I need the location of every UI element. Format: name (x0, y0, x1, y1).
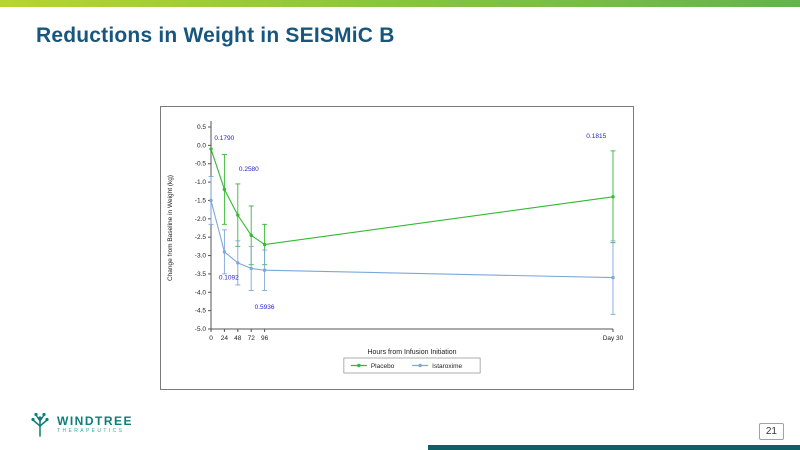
svg-text:0.5: 0.5 (197, 124, 206, 131)
svg-text:Hours from Infusion Initiation: Hours from Infusion Initiation (367, 349, 456, 356)
svg-text:0.2580: 0.2580 (239, 166, 259, 173)
svg-text:96: 96 (261, 335, 269, 342)
svg-text:-5.0: -5.0 (195, 326, 207, 333)
svg-text:-1.5: -1.5 (195, 197, 207, 204)
svg-text:Istaroxime: Istaroxime (432, 363, 462, 370)
logo-wordmark: WINDTREE (57, 414, 133, 429)
weight-chart-frame: 0.5 0.0 -0.5 -1.0 -1.5 -2.0 -2.5 -3.0 -3.5 -4.0 -4… (160, 106, 634, 390)
svg-text:72: 72 (248, 335, 256, 342)
svg-text:-4.5: -4.5 (195, 308, 207, 315)
top-accent-bar (0, 0, 800, 7)
windtree-logo: WINDTREE THERAPEUTICS (28, 412, 133, 438)
svg-text:24: 24 (221, 335, 229, 342)
svg-text:-2.5: -2.5 (195, 234, 207, 241)
logo-subtitle: THERAPEUTICS (57, 428, 125, 435)
svg-text:-1.0: -1.0 (195, 179, 207, 186)
page-title: Reductions in Weight in SEISMiC B (36, 24, 395, 47)
svg-text:-4.0: -4.0 (195, 289, 207, 296)
svg-text:0.0: 0.0 (197, 142, 206, 149)
svg-text:Day 30: Day 30 (603, 335, 624, 342)
svg-text:Placebo: Placebo (371, 363, 395, 370)
bottom-accent-bar (428, 445, 800, 450)
svg-text:-3.5: -3.5 (195, 271, 207, 278)
svg-text:0.1790: 0.1790 (214, 135, 234, 142)
page-number-badge: 21 (758, 423, 784, 440)
svg-text:0.1815: 0.1815 (586, 133, 606, 140)
svg-text:0: 0 (209, 335, 213, 342)
svg-text:-2.0: -2.0 (195, 216, 207, 223)
windtree-tree-icon (31, 412, 49, 437)
svg-text:-0.5: -0.5 (195, 161, 207, 168)
svg-text:-3.0: -3.0 (195, 253, 207, 260)
weight-chart: 0.5 0.0 -0.5 -1.0 -1.5 -2.0 -2.5 -3.0 -3.5 -4.0 -4… (167, 121, 624, 374)
svg-text:0.5936: 0.5936 (255, 304, 275, 311)
svg-text:Change from Baseline in Weight: Change from Baseline in Weight (kg) (167, 175, 174, 281)
svg-text:48: 48 (234, 335, 242, 342)
svg-text:0.1092: 0.1092 (219, 274, 239, 281)
